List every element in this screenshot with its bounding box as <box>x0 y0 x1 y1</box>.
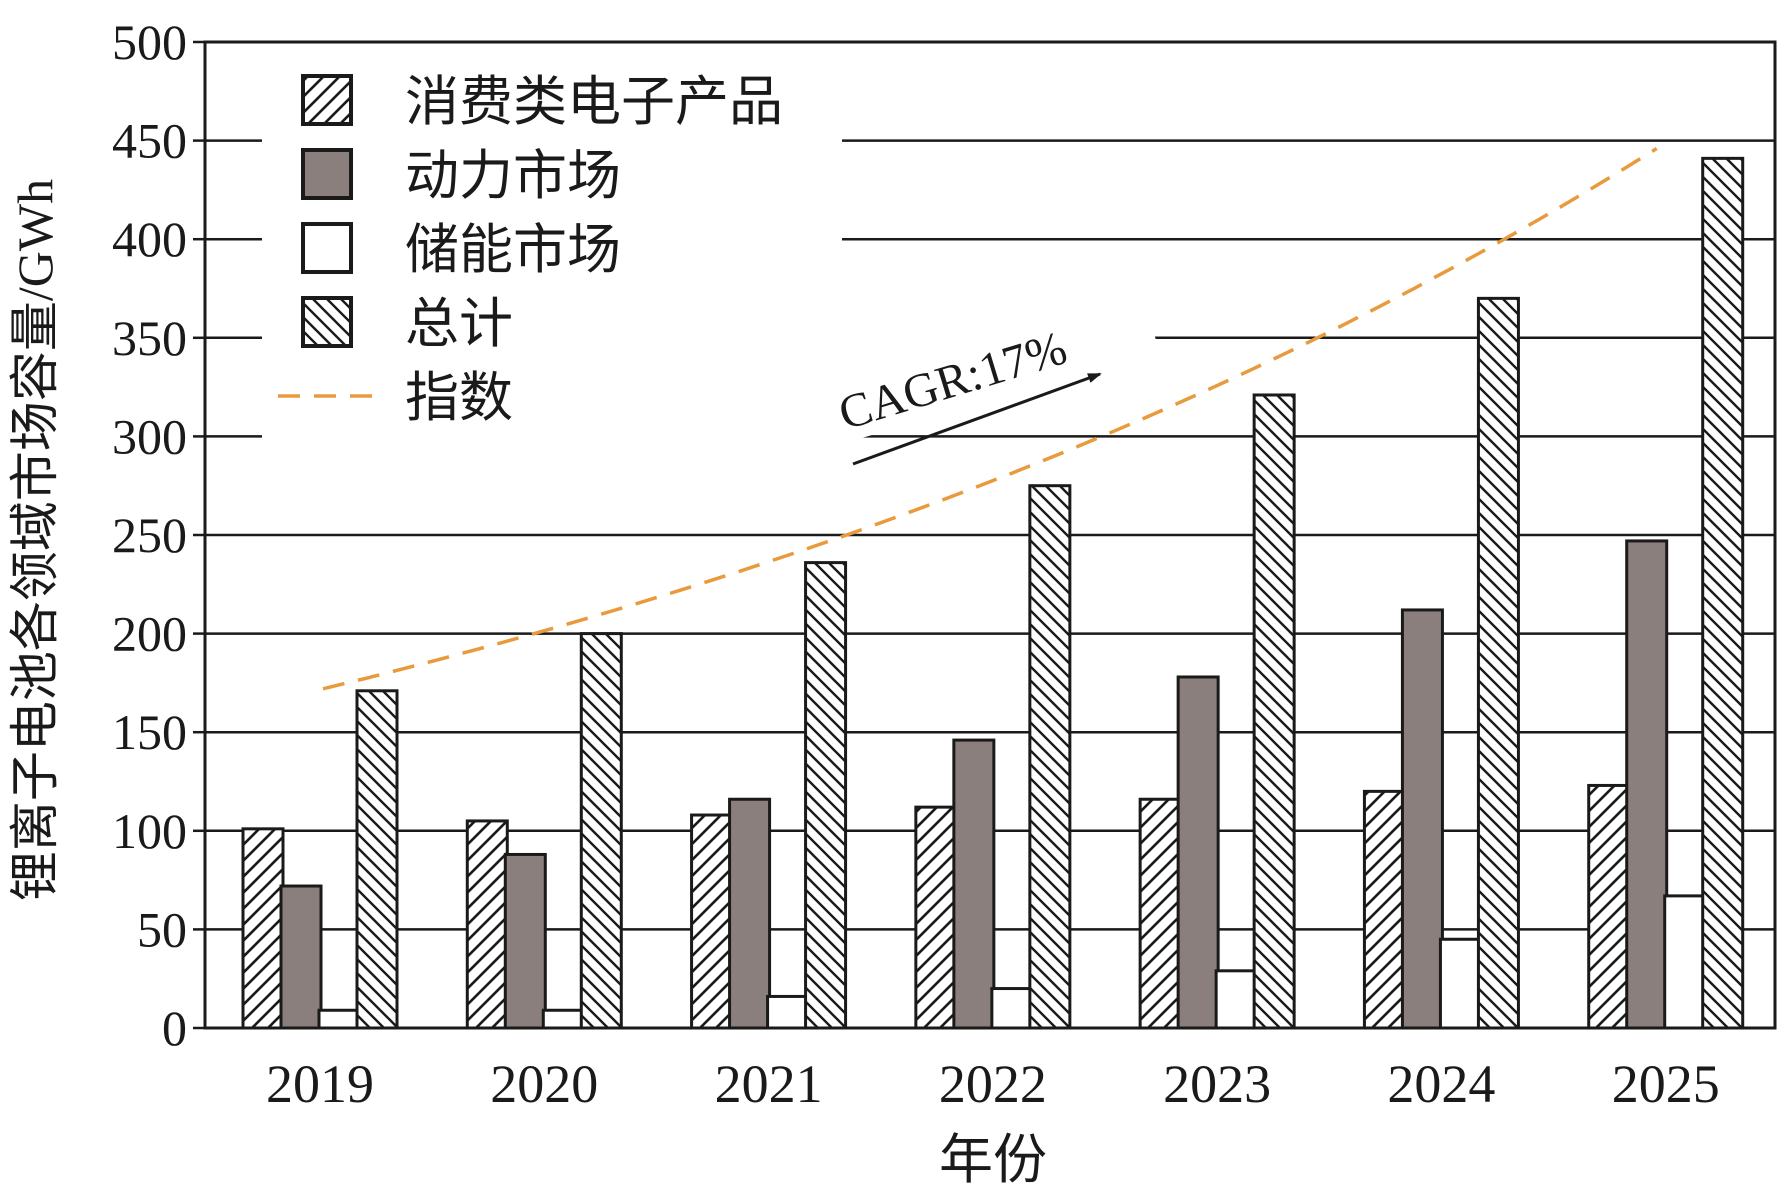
y-tick-labels: 0 50 100 150 200 250 300 350 400 450 500 <box>112 14 205 1056</box>
y-tick-label: 150 <box>112 704 187 760</box>
bar-0-2024 <box>1364 791 1404 1028</box>
bar-3-2021 <box>806 563 846 1028</box>
bar-1-2025 <box>1627 541 1667 1028</box>
y-tick-label: 400 <box>112 211 187 267</box>
bar-3-2025 <box>1703 158 1743 1028</box>
bar-0-2019 <box>243 829 283 1028</box>
x-tick-label: 2022 <box>939 1054 1047 1114</box>
bar-3-2023 <box>1254 395 1294 1028</box>
bar-3-2022 <box>1030 486 1070 1028</box>
bar-3-2019 <box>357 691 397 1028</box>
bar-0-2021 <box>692 815 732 1028</box>
bar-2-2019 <box>319 1010 359 1028</box>
y-tick-label: 0 <box>162 1000 187 1056</box>
x-tick-label: 2025 <box>1612 1054 1720 1114</box>
bar-1-2022 <box>954 740 994 1028</box>
legend-label: 指数 <box>405 368 513 428</box>
bar-0-2023 <box>1140 799 1180 1028</box>
legend-label: 消费类电子产品 <box>405 72 783 132</box>
legend-swatch <box>303 76 351 124</box>
y-tick-label: 500 <box>112 14 187 70</box>
x-tick-label: 2023 <box>1163 1054 1271 1114</box>
bar-2-2025 <box>1665 896 1705 1028</box>
bar-3-2024 <box>1478 298 1518 1028</box>
bar-2-2024 <box>1440 939 1480 1028</box>
bar-1-2019 <box>281 886 321 1028</box>
bar-2-2020 <box>543 1010 583 1028</box>
bar-0-2022 <box>916 807 956 1028</box>
y-tick-label: 250 <box>112 507 187 563</box>
legend-label: 储能市场 <box>405 220 621 280</box>
legend-swatch <box>303 298 351 346</box>
bar-0-2020 <box>467 821 507 1028</box>
legend-swatch <box>303 224 351 272</box>
y-tick-label: 100 <box>112 803 187 859</box>
y-tick-label: 50 <box>137 901 187 957</box>
x-axis-label: 年份 <box>939 1130 1047 1188</box>
y-tick-label: 350 <box>112 310 187 366</box>
legend-label: 动力市场 <box>405 146 621 206</box>
bar-2-2021 <box>768 996 808 1028</box>
bar-1-2020 <box>505 854 545 1028</box>
bar-0-2025 <box>1589 785 1629 1028</box>
y-tick-label: 450 <box>112 113 187 169</box>
bar-2-2022 <box>992 989 1032 1028</box>
legend-swatch <box>303 150 351 198</box>
bar-1-2023 <box>1178 677 1218 1028</box>
y-tick-label: 200 <box>112 606 187 662</box>
bar-3-2020 <box>581 634 621 1028</box>
x-tick-label: 2024 <box>1387 1054 1495 1114</box>
x-tick-labels: 2019 2020 2021 2022 2023 2024 2025 <box>266 1054 1720 1114</box>
x-tick-label: 2020 <box>490 1054 598 1114</box>
bar-1-2024 <box>1402 610 1442 1028</box>
bar-2-2023 <box>1216 971 1256 1028</box>
y-axis-label: 锂离子电池各领域市场容量/GWh <box>7 179 63 901</box>
legend-label: 总计 <box>405 294 513 354</box>
x-tick-label: 2019 <box>266 1054 374 1114</box>
x-tick-label: 2021 <box>715 1054 823 1114</box>
bar-1-2021 <box>730 799 770 1028</box>
y-tick-label: 300 <box>112 408 187 464</box>
